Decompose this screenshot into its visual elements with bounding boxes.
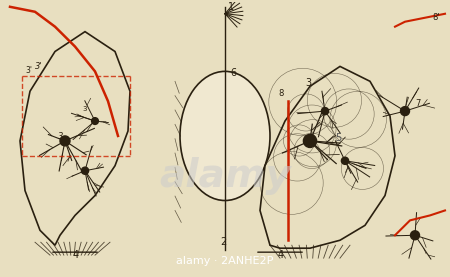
- Text: alamy: alamy: [159, 157, 291, 195]
- Polygon shape: [20, 32, 130, 245]
- Text: 7: 7: [415, 99, 420, 108]
- Polygon shape: [260, 66, 395, 248]
- Text: 3: 3: [82, 106, 86, 112]
- Circle shape: [342, 157, 349, 164]
- Text: 8': 8': [432, 13, 440, 22]
- Circle shape: [321, 107, 328, 115]
- Text: alamy · 2ANHE2P: alamy · 2ANHE2P: [176, 256, 274, 266]
- Text: 6: 6: [230, 68, 236, 78]
- Text: 5: 5: [335, 133, 341, 143]
- Text: 8: 8: [278, 89, 284, 98]
- Text: 1: 1: [228, 2, 234, 12]
- Text: 3': 3': [35, 62, 43, 71]
- Text: 4: 4: [278, 250, 284, 260]
- Text: 3: 3: [58, 132, 63, 141]
- Circle shape: [303, 134, 317, 147]
- Ellipse shape: [180, 71, 270, 201]
- Circle shape: [60, 136, 70, 146]
- Circle shape: [81, 167, 89, 174]
- Text: 4: 4: [73, 250, 79, 260]
- Circle shape: [400, 107, 410, 116]
- Text: 3: 3: [305, 78, 311, 88]
- Text: 2: 2: [220, 237, 226, 247]
- Text: 3': 3': [25, 66, 32, 75]
- Circle shape: [410, 231, 419, 240]
- Circle shape: [92, 118, 99, 124]
